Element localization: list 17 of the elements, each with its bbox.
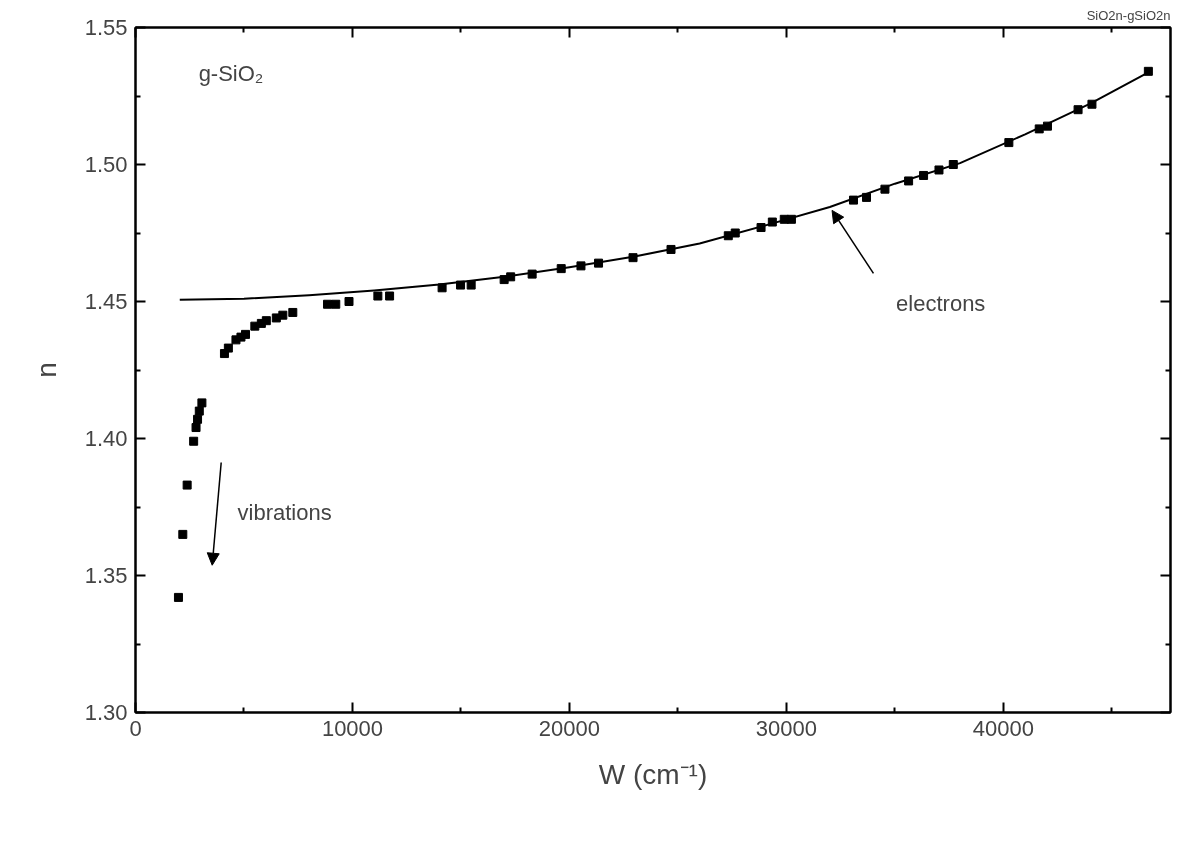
y-tick-label: 1.35	[84, 563, 128, 588]
annotation: g-SiO₂	[198, 60, 264, 86]
annotation: electrons	[896, 291, 986, 317]
y-tick-label: 1.55	[84, 15, 128, 40]
x-tick-label: 30000	[755, 715, 818, 741]
text: SiO2n-gSiO2n	[1086, 7, 1171, 23]
x-axis-title: W (cm⁻¹)	[598, 758, 708, 790]
x-tick-label: 10000	[321, 715, 384, 741]
y-tick-label: 1.30	[84, 700, 128, 725]
annotation: vibrations	[237, 499, 332, 525]
x-tick-label: 0	[129, 715, 142, 741]
x-tick-label: 40000	[972, 715, 1035, 741]
y-axis-title: n	[30, 362, 62, 378]
y-tick-label: 1.40	[84, 426, 128, 451]
x-tick-label: 20000	[538, 715, 601, 741]
y-tick-label: 1.50	[84, 152, 128, 177]
y-tick-label: 1.45	[84, 289, 128, 314]
